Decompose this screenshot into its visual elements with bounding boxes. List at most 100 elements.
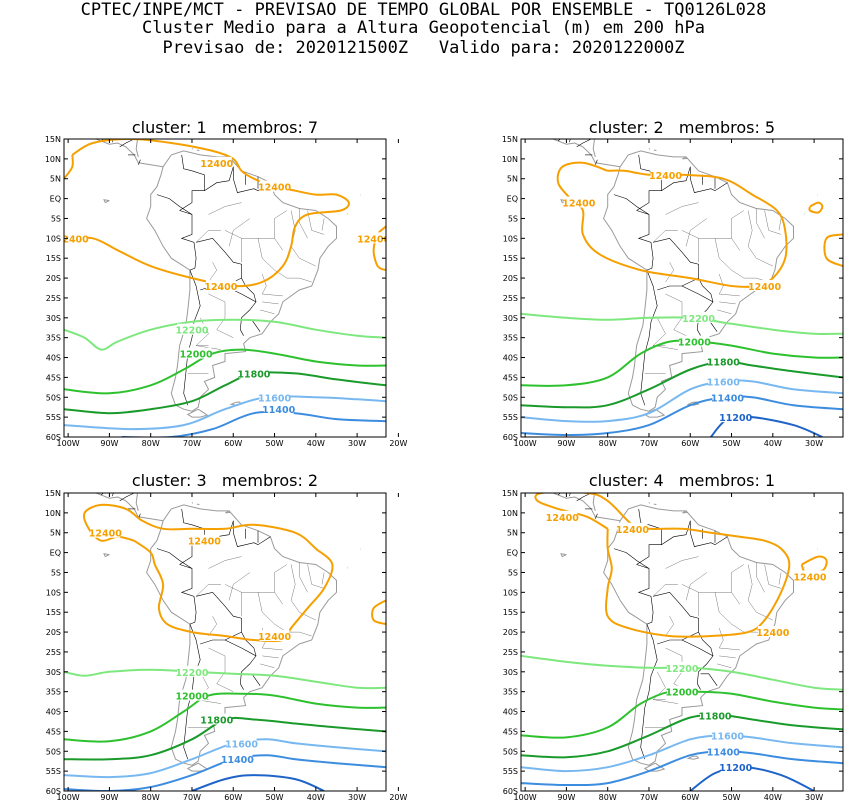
state-border bbox=[290, 210, 316, 267]
svg-text:12400: 12400 bbox=[562, 199, 595, 210]
lat-tick-label: 15S bbox=[503, 254, 518, 263]
country-border bbox=[636, 210, 654, 271]
state-border bbox=[307, 564, 325, 589]
svg-text:12400: 12400 bbox=[258, 183, 291, 194]
lon-tick-label: 40W bbox=[764, 439, 782, 448]
contour-label: 11600 bbox=[258, 391, 291, 404]
map-frame bbox=[63, 138, 387, 438]
panel-title: cluster: 3 membros: 2 bbox=[132, 471, 318, 490]
svg-text:12000: 12000 bbox=[175, 692, 208, 703]
map-frame bbox=[520, 492, 844, 792]
contour-line bbox=[121, 410, 386, 437]
lat-tick-label: 30S bbox=[503, 314, 518, 323]
island-outline bbox=[840, 132, 843, 134]
state-border bbox=[685, 218, 707, 247]
country-border bbox=[613, 194, 650, 215]
country-border bbox=[243, 319, 261, 332]
contour-label: 12400 bbox=[793, 570, 827, 583]
state-border bbox=[685, 572, 707, 601]
svg-text:11800: 11800 bbox=[707, 358, 740, 369]
lon-tick-label: 80W bbox=[142, 439, 160, 448]
lon-tick-label: 40W bbox=[764, 793, 782, 802]
lat-tick-label: 15N bbox=[45, 489, 61, 498]
lat-tick-label: 10S bbox=[46, 588, 61, 597]
state-border bbox=[665, 202, 699, 215]
contour-line bbox=[521, 714, 843, 759]
country-border bbox=[613, 548, 650, 569]
contour-line bbox=[710, 415, 823, 437]
country-border bbox=[241, 631, 257, 656]
country-border bbox=[179, 564, 197, 625]
svg-text:11800: 11800 bbox=[200, 715, 233, 726]
state-border bbox=[756, 562, 765, 593]
caribbean-coastline bbox=[592, 139, 596, 158]
state-border bbox=[665, 556, 699, 569]
state-border bbox=[747, 210, 773, 267]
contour-line bbox=[521, 395, 843, 436]
country-border bbox=[681, 639, 714, 690]
lon-tick-label: 40W bbox=[307, 793, 325, 802]
island-outline bbox=[686, 755, 700, 760]
contour-label: 11400 bbox=[707, 745, 740, 758]
lat-tick-label: 20S bbox=[503, 628, 518, 637]
lat-tick-label: 5N bbox=[507, 175, 518, 184]
lat-tick-label: 15S bbox=[46, 254, 61, 263]
lat-tick-label: 50S bbox=[503, 393, 518, 402]
country-border bbox=[204, 166, 234, 191]
svg-text:12000: 12000 bbox=[180, 350, 213, 361]
lon-tick-label: 50W bbox=[265, 439, 283, 448]
contour-line bbox=[64, 154, 74, 180]
state-border bbox=[717, 309, 732, 314]
lat-tick-label: 45S bbox=[46, 727, 61, 736]
lat-tick-label: 5S bbox=[51, 568, 61, 577]
lat-tick-label: 25S bbox=[46, 294, 61, 303]
svg-text:12400: 12400 bbox=[546, 513, 579, 524]
state-border bbox=[665, 616, 674, 637]
caribbean-coastline bbox=[135, 493, 139, 512]
contour-label: 12200 bbox=[175, 323, 209, 337]
lat-tick-label: 15N bbox=[45, 135, 61, 144]
country-border bbox=[636, 154, 662, 211]
lon-tick-label: 60W bbox=[681, 793, 699, 802]
state-border bbox=[299, 562, 308, 593]
svg-text:12400: 12400 bbox=[56, 234, 89, 245]
svg-text:11400: 11400 bbox=[221, 755, 254, 766]
island-outline bbox=[682, 156, 688, 160]
lat-tick-label: 40S bbox=[46, 708, 61, 717]
contour-label: 12400 bbox=[258, 630, 291, 643]
lat-tick-label: 30S bbox=[46, 314, 61, 323]
lon-tick-label: 50W bbox=[722, 439, 740, 448]
lat-tick-label: 5S bbox=[508, 568, 518, 577]
lat-tick-label: 40S bbox=[46, 354, 61, 363]
svg-text:11400: 11400 bbox=[262, 405, 295, 416]
svg-text:12400: 12400 bbox=[756, 628, 789, 639]
state-border bbox=[224, 584, 283, 605]
svg-text:12400: 12400 bbox=[616, 525, 649, 536]
island-outline bbox=[643, 762, 666, 772]
contour-line bbox=[371, 599, 386, 626]
state-border bbox=[652, 317, 666, 346]
state-border bbox=[195, 584, 221, 597]
contour-label: 12400 bbox=[562, 196, 596, 210]
contour-label: 12400 bbox=[756, 626, 790, 639]
header-line-1: CPTEC/INPE/MCT - PREVISAO DE TEMPO GLOBA… bbox=[80, 0, 767, 20]
lon-tick-label: 90W bbox=[557, 793, 575, 802]
state-border bbox=[257, 238, 288, 279]
central-america-coastline bbox=[94, 493, 164, 522]
country-border bbox=[681, 285, 714, 336]
central-america-coastline bbox=[94, 139, 164, 168]
contour-label: 12000 bbox=[175, 689, 209, 703]
country-border bbox=[233, 166, 271, 193]
contour-label: 11600 bbox=[711, 729, 744, 742]
south-america-coastline bbox=[146, 504, 337, 766]
country-border bbox=[640, 623, 658, 760]
map-area: 12400 12400 12400 12200 12000 11800 11600 11400… bbox=[521, 132, 843, 437]
country-border bbox=[224, 285, 257, 336]
state-border bbox=[299, 208, 308, 239]
lat-tick-label: 5S bbox=[51, 214, 61, 223]
state-border bbox=[756, 208, 765, 239]
contour-line bbox=[64, 371, 386, 415]
lon-tick-label: 90W bbox=[100, 439, 118, 448]
country-border bbox=[595, 159, 598, 165]
